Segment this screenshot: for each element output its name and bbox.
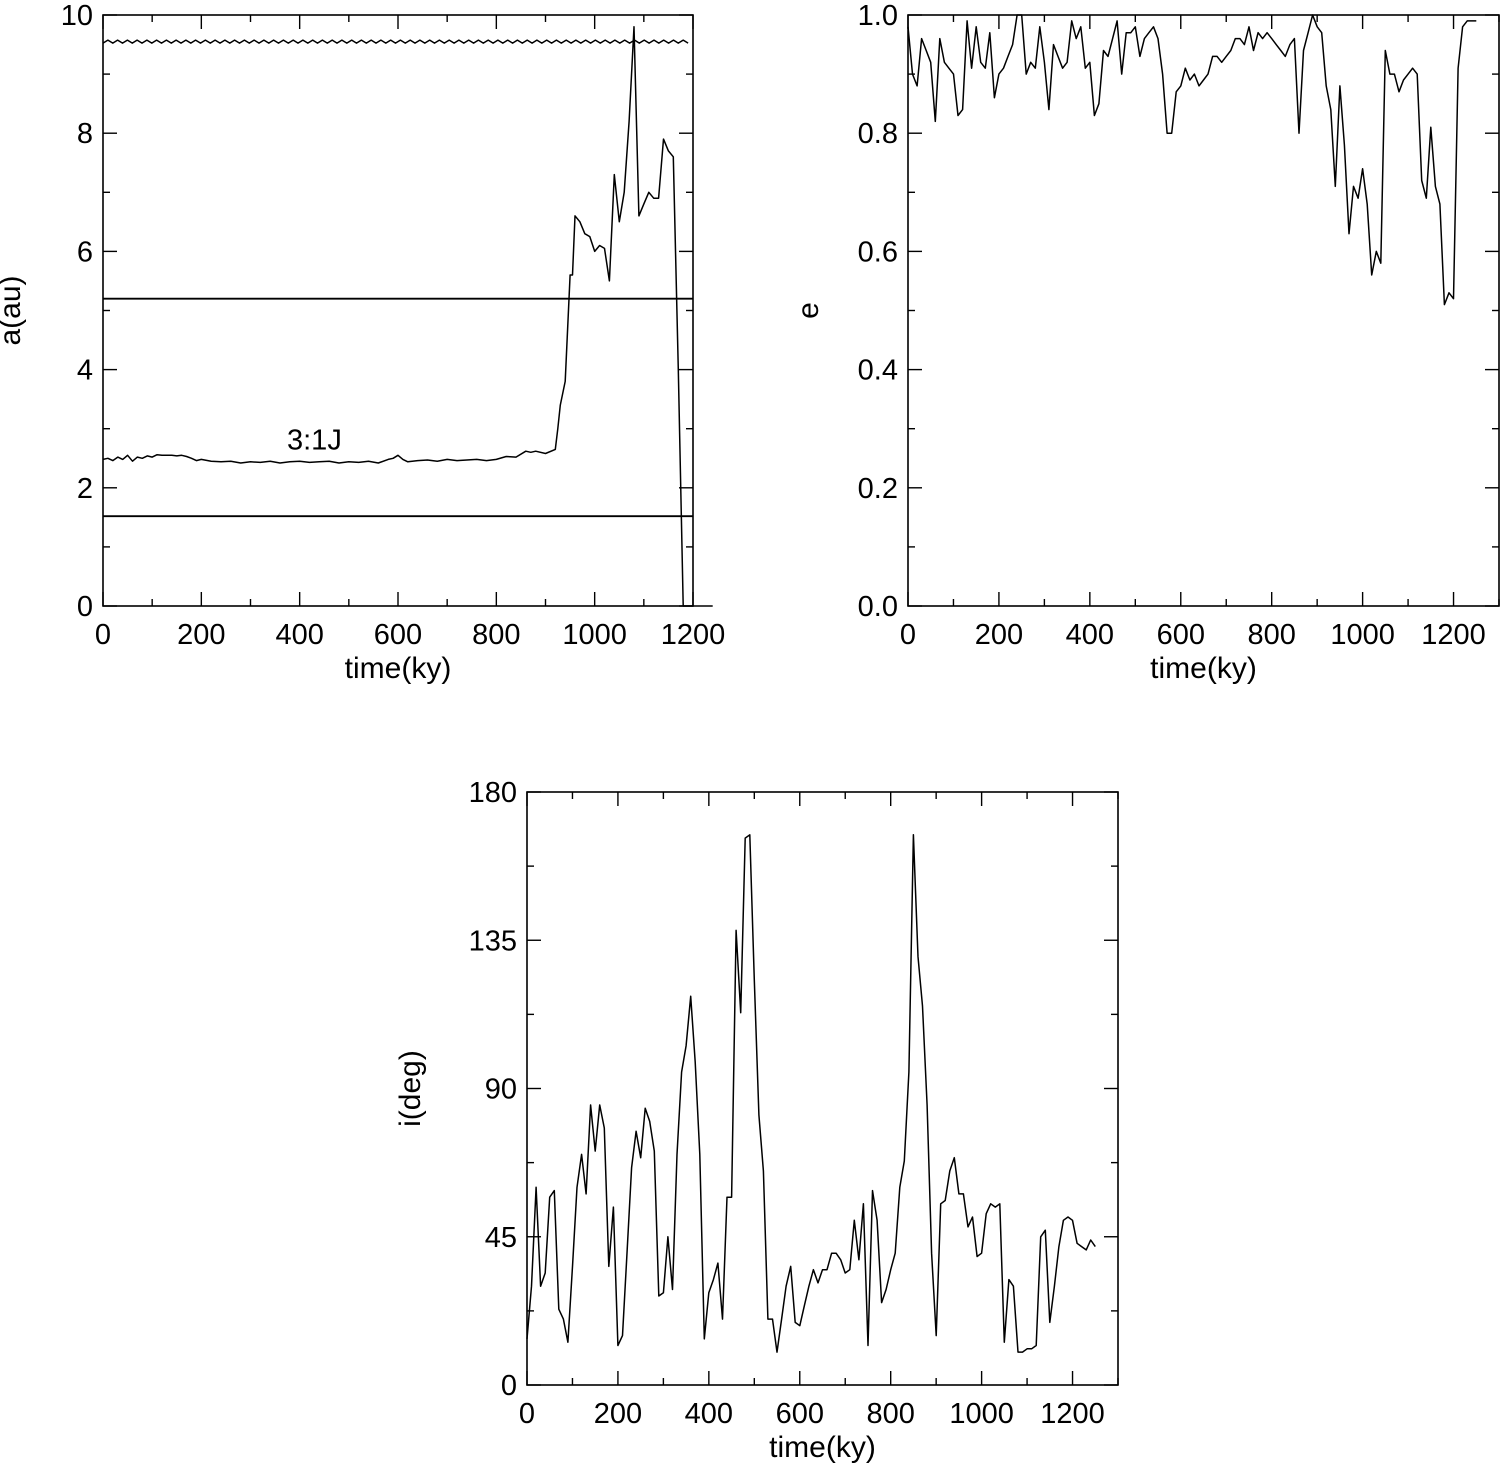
x-tick-label: 1200 <box>1040 1398 1105 1430</box>
y-tick-label: 8 <box>77 118 93 150</box>
x-tick-label: 400 <box>275 619 323 651</box>
x-tick-label: 600 <box>374 619 422 651</box>
x-tick-label: 400 <box>1066 619 1114 651</box>
y-tick-label: 1.0 <box>858 0 898 32</box>
x-tick-label: 0 <box>900 619 916 651</box>
plot-frame <box>907 14 1500 607</box>
x-axis-label: time(ky) <box>345 652 452 685</box>
x-tick-label: 1000 <box>1330 619 1395 651</box>
x-tick-label: 200 <box>594 1398 642 1430</box>
resonance-annotation: 3:1J <box>287 424 342 456</box>
reference-line-0 <box>102 39 689 44</box>
plot-frame <box>102 14 694 607</box>
y-tick-label: 2 <box>77 473 93 505</box>
y-tick-label: 0 <box>501 1370 517 1402</box>
x-tick-label: 0 <box>519 1398 535 1430</box>
data-series-0 <box>526 834 1096 1353</box>
y-tick-label: 180 <box>469 777 517 809</box>
y-tick-label: 0.4 <box>858 355 898 387</box>
x-tick-label: 800 <box>1247 619 1295 651</box>
x-tick-label: 1200 <box>661 619 726 651</box>
x-tick-label: 1000 <box>949 1398 1014 1430</box>
y-tick-label: 0.2 <box>858 473 898 505</box>
eccentricity-panel: 0 200 400 600 800 1000 1200 0.0 0.2 0.4 0.6 0.8 1.0 t… <box>792 0 1500 685</box>
x-tick-label: 0 <box>95 619 111 651</box>
y-tick-label: 0.8 <box>858 118 898 150</box>
x-axis-label: time(ky) <box>1150 652 1257 685</box>
y-axis-label: a(au) <box>0 275 27 345</box>
y-tick-label: 0.6 <box>858 236 898 268</box>
x-tick-label: 600 <box>776 1398 824 1430</box>
y-axis-label: e <box>792 302 825 319</box>
y-tick-label: 0 <box>77 591 93 623</box>
y-tick-label: 6 <box>77 236 93 268</box>
x-tick-label: 600 <box>1157 619 1205 651</box>
y-tick-label: 10 <box>61 0 93 32</box>
x-axis-label: time(ky) <box>769 1431 876 1464</box>
inclination-panel: 0 200 400 600 800 1000 1200 0 45 90 135 180 time(ky)… <box>394 777 1119 1464</box>
data-series-0 <box>102 26 713 607</box>
y-tick-label: 90 <box>485 1074 517 1106</box>
y-tick-label: 45 <box>485 1222 517 1254</box>
x-tick-label: 800 <box>472 619 520 651</box>
x-tick-label: 1200 <box>1421 619 1486 651</box>
y-axis-label: i(deg) <box>394 1050 427 1127</box>
x-tick-label: 200 <box>177 619 225 651</box>
y-tick-label: 135 <box>469 925 517 957</box>
y-tick-label: 0.0 <box>858 591 898 623</box>
semi-major-axis-panel: 0 200 400 600 800 1000 1200 0 2 4 6 8 10 time(ky) a(au… <box>0 0 725 685</box>
x-tick-label: 800 <box>866 1398 914 1430</box>
y-tick-label: 4 <box>77 355 93 387</box>
x-tick-label: 200 <box>975 619 1023 651</box>
x-tick-label: 400 <box>685 1398 733 1430</box>
x-tick-label: 1000 <box>562 619 627 651</box>
data-series-0 <box>907 14 1477 306</box>
